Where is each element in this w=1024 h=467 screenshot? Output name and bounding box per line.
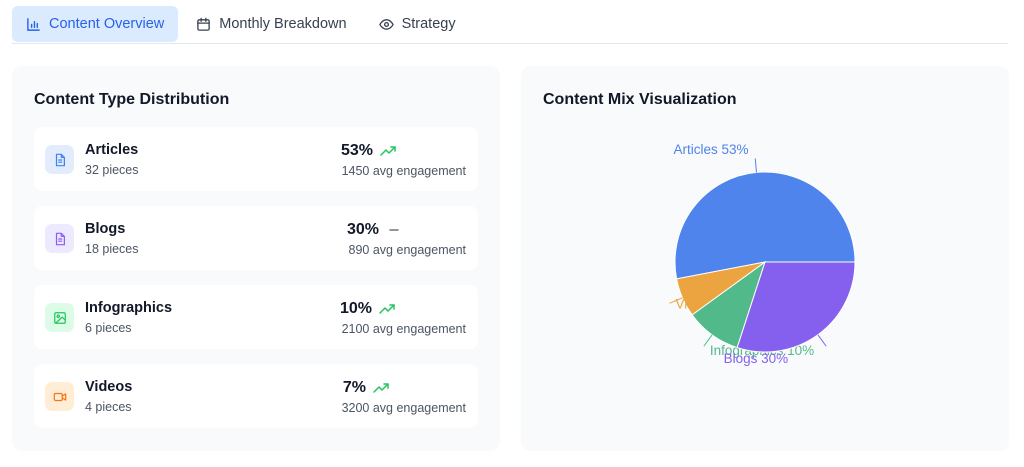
item-percent: 7% xyxy=(342,379,366,396)
tab-label: Monthly Breakdown xyxy=(219,16,347,32)
trend-up-icon xyxy=(380,144,396,158)
list-item-articles: Articles 32 pieces 53% 1450 avg engageme… xyxy=(34,127,478,191)
eye-icon xyxy=(378,17,394,32)
pie-slice-articles xyxy=(674,171,856,280)
image-icon xyxy=(45,303,74,332)
content-type-distribution-card: Content Type Distribution Articles 32 pi… xyxy=(12,66,500,451)
item-count: 18 pieces xyxy=(85,242,139,256)
trend-up-icon xyxy=(379,302,395,316)
item-engagement: 890 avg engagement xyxy=(348,243,466,257)
pie-label-line-articles xyxy=(754,158,758,173)
list-item-infographics: Infographics 6 pieces 10% 2100 avg engag… xyxy=(34,285,478,349)
tab-bar: Content Overview Monthly Breakdown Strat… xyxy=(12,6,1008,44)
item-engagement: 1450 avg engagement xyxy=(341,164,466,178)
pie-label-blogs: Blogs 30% xyxy=(724,351,789,366)
list-item-blogs: Blogs 18 pieces 30% 890 avg engagement xyxy=(34,206,478,270)
content-mix-card: Content Mix Visualization Articles 53% Vi… xyxy=(521,66,1009,451)
trend-flat-icon xyxy=(386,223,402,237)
video-icon xyxy=(45,382,74,411)
pie-chart: Articles 53%Videos 7%Infographics 10%Blo… xyxy=(669,142,856,366)
item-name: Blogs xyxy=(85,221,126,237)
item-count: 4 pieces xyxy=(85,400,132,414)
trend-up-icon xyxy=(373,381,389,395)
document-icon xyxy=(45,145,74,174)
pie-label-line-infographics xyxy=(703,334,713,347)
pie-label-articles: Articles 53% xyxy=(673,142,748,157)
item-engagement: 2100 avg engagement xyxy=(341,322,466,336)
tab-strategy[interactable]: Strategy xyxy=(365,6,470,42)
pie-label-line-blogs xyxy=(817,334,827,347)
tab-label: Strategy xyxy=(401,16,456,32)
item-count: 6 pieces xyxy=(85,321,132,335)
document-icon xyxy=(45,224,74,253)
item-engagement: 3200 avg engagement xyxy=(341,401,466,415)
item-percent: 30% xyxy=(346,221,379,238)
calendar-icon xyxy=(196,17,211,32)
list-item-videos: Videos 4 pieces 7% 3200 avg engagement xyxy=(34,364,478,428)
pie-label-line-videos xyxy=(669,297,683,304)
tab-content-overview[interactable]: Content Overview xyxy=(12,6,179,42)
item-name: Videos xyxy=(85,379,133,395)
item-name: Articles xyxy=(85,142,139,158)
tab-label: Content Overview xyxy=(49,16,165,32)
bar-chart-icon xyxy=(26,17,41,32)
card-title: Content Mix Visualization xyxy=(543,91,737,108)
item-percent: 53% xyxy=(340,142,373,159)
card-title: Content Type Distribution xyxy=(34,91,230,108)
item-count: 32 pieces xyxy=(85,163,139,177)
item-name: Infographics xyxy=(85,300,173,316)
tab-monthly-breakdown[interactable]: Monthly Breakdown xyxy=(182,6,360,42)
item-percent: 10% xyxy=(339,300,372,317)
